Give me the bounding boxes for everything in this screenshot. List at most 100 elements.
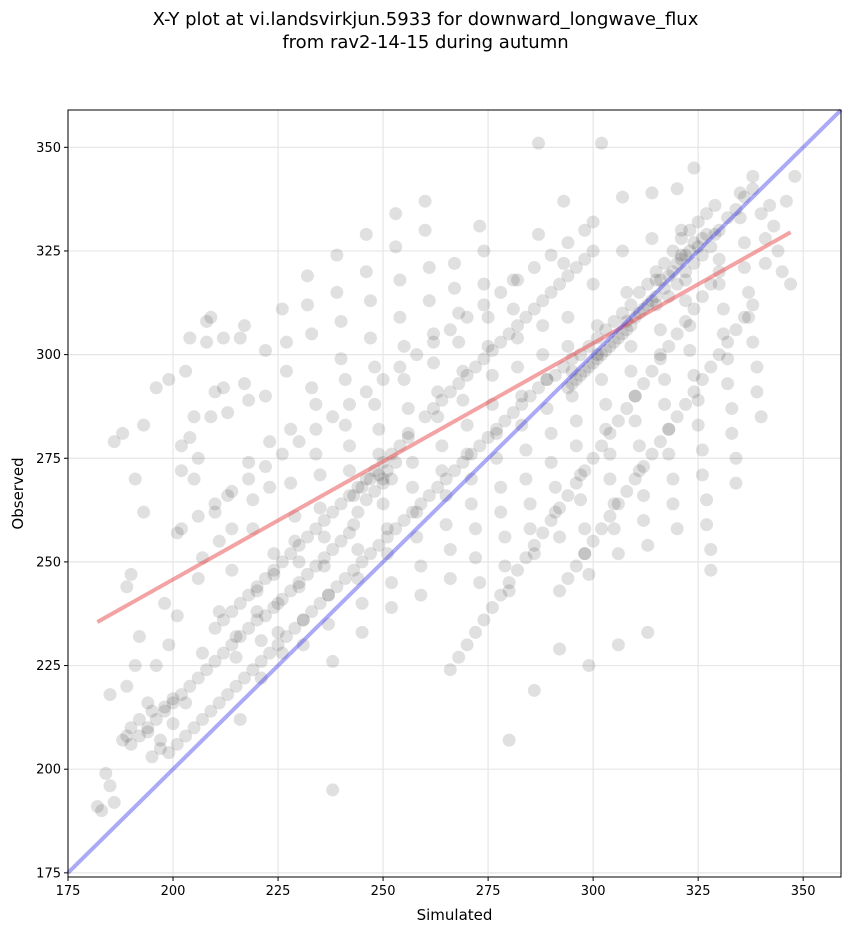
data-point xyxy=(536,319,550,333)
data-point xyxy=(611,331,625,345)
data-point xyxy=(649,265,663,279)
data-point xyxy=(275,646,289,660)
data-point xyxy=(595,372,609,386)
data-point xyxy=(120,679,134,693)
data-point xyxy=(187,410,201,424)
data-point xyxy=(460,447,474,461)
data-point xyxy=(746,298,760,312)
data-point xyxy=(351,480,365,494)
data-point xyxy=(330,580,344,594)
y-tick-label: 250 xyxy=(36,555,61,570)
y-tick-label: 175 xyxy=(36,866,61,881)
data-point xyxy=(443,385,457,399)
data-point xyxy=(578,522,592,536)
data-point xyxy=(569,414,583,428)
data-point xyxy=(658,256,672,270)
data-point xyxy=(721,377,735,391)
plot-frame xyxy=(67,109,842,878)
data-point xyxy=(242,455,256,469)
data-point xyxy=(788,169,802,183)
data-point xyxy=(435,393,449,407)
data-point xyxy=(674,232,688,246)
data-point xyxy=(405,505,419,519)
data-point xyxy=(523,522,537,536)
data-point xyxy=(527,302,541,316)
data-point xyxy=(389,455,403,469)
data-point xyxy=(384,472,398,486)
data-point xyxy=(729,476,743,490)
data-point xyxy=(296,613,310,627)
data-point xyxy=(174,439,188,453)
data-point xyxy=(737,190,751,204)
x-tick-label: 325 xyxy=(686,884,711,899)
data-point xyxy=(515,389,529,403)
data-point xyxy=(649,290,663,304)
data-point xyxy=(670,182,684,196)
data-point xyxy=(502,576,516,590)
data-point xyxy=(569,559,583,573)
data-point xyxy=(225,522,239,536)
data-point xyxy=(225,605,239,619)
y-tick-label: 325 xyxy=(36,244,61,259)
data-point xyxy=(561,489,575,503)
data-point xyxy=(511,319,525,333)
data-point xyxy=(687,256,701,270)
data-point xyxy=(737,310,751,324)
data-point xyxy=(561,381,575,395)
data-point xyxy=(645,294,659,308)
data-point xyxy=(498,530,512,544)
data-point xyxy=(271,596,285,610)
data-point xyxy=(637,489,651,503)
data-point xyxy=(334,534,348,548)
data-point xyxy=(153,733,167,747)
data-point xyxy=(704,240,718,254)
data-point xyxy=(582,567,596,581)
data-point xyxy=(456,455,470,469)
data-point xyxy=(553,642,567,656)
data-point xyxy=(145,704,159,718)
data-point xyxy=(372,468,386,482)
data-point xyxy=(179,364,193,378)
data-point xyxy=(334,352,348,366)
data-point xyxy=(170,737,184,751)
data-point xyxy=(313,596,327,610)
data-point xyxy=(422,261,436,275)
y-axis-ticks: 175 200 225 250 275 300 325 350 xyxy=(36,141,68,881)
data-point xyxy=(149,381,163,395)
data-point xyxy=(771,244,785,258)
data-point xyxy=(704,360,718,374)
data-point xyxy=(452,650,466,664)
data-point xyxy=(359,227,373,241)
data-point xyxy=(473,576,487,590)
data-point xyxy=(317,551,331,565)
data-point xyxy=(565,389,579,403)
data-point xyxy=(351,505,365,519)
data-point xyxy=(536,348,550,362)
data-point xyxy=(200,314,214,328)
data-point xyxy=(653,352,667,366)
data-point xyxy=(733,211,747,225)
data-point xyxy=(384,576,398,590)
data-point xyxy=(506,406,520,420)
data-point xyxy=(502,327,516,341)
data-point xyxy=(578,364,592,378)
data-point xyxy=(275,447,289,461)
data-point xyxy=(708,227,722,241)
data-point xyxy=(485,368,499,382)
data-point xyxy=(779,194,793,208)
data-point xyxy=(452,306,466,320)
data-point xyxy=(95,804,109,818)
data-point xyxy=(242,621,256,635)
data-point xyxy=(603,447,617,461)
data-point xyxy=(132,712,146,726)
data-point xyxy=(359,493,373,507)
data-point xyxy=(258,460,272,474)
data-point xyxy=(179,696,193,710)
data-point xyxy=(700,493,714,507)
data-point xyxy=(645,232,659,246)
data-point xyxy=(431,410,445,424)
data-point xyxy=(578,252,592,266)
data-point xyxy=(342,439,356,453)
data-point xyxy=(187,721,201,735)
data-point xyxy=(338,571,352,585)
